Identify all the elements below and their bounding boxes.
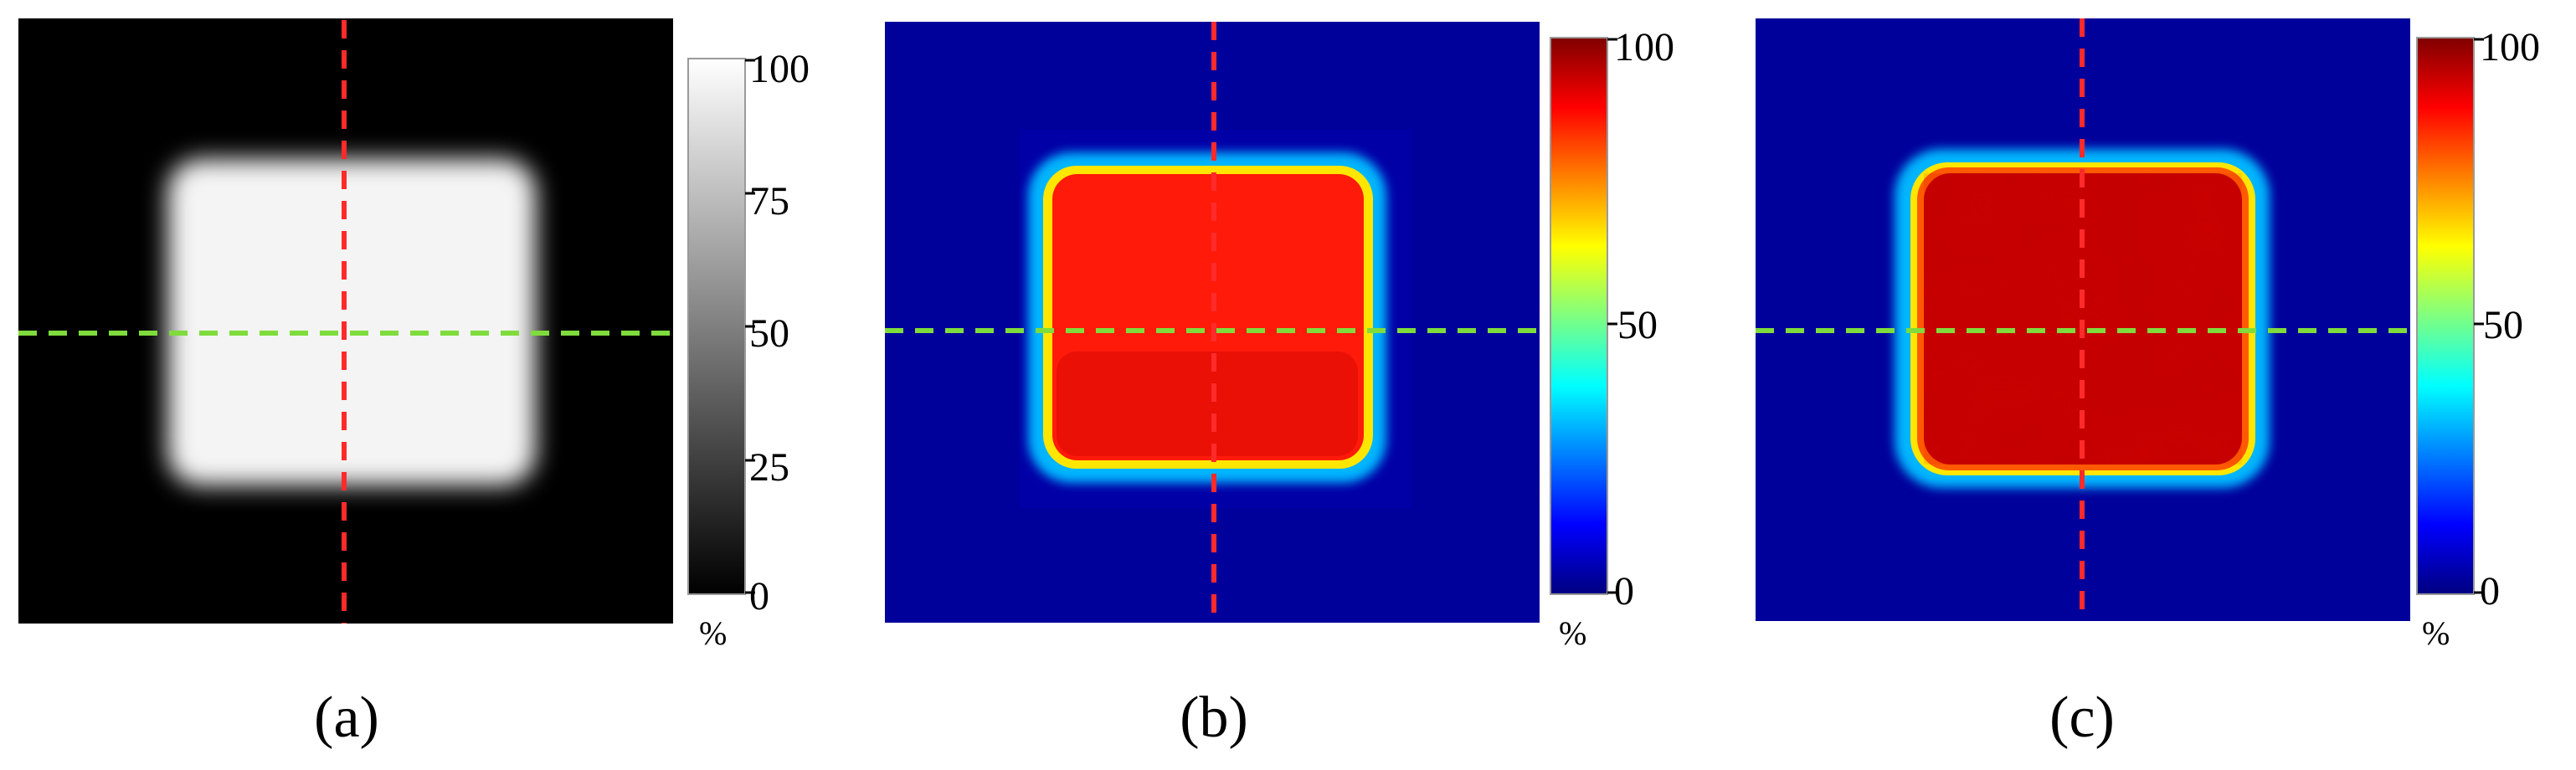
colorbar-c-label-50: 50 bbox=[2483, 303, 2523, 347]
panel-b: 100 50 0 % (b) bbox=[885, 22, 1674, 750]
colorbar-b-label-0: 0 bbox=[1614, 569, 1634, 613]
colorbar-a-label-100: 100 bbox=[749, 47, 810, 91]
panel-b-label: (b) bbox=[1180, 685, 1248, 750]
colorbar-c-unit: % bbox=[2422, 614, 2450, 652]
colorbar-b bbox=[1550, 37, 1608, 595]
heatmap-b-mottle bbox=[1057, 352, 1358, 456]
colorbar-a bbox=[687, 58, 746, 595]
panel-c: 100 50 0 % (c) bbox=[1756, 18, 2540, 750]
panel-a-label: (a) bbox=[314, 685, 379, 750]
panel-a: 100 75 50 25 0 % (a) bbox=[18, 18, 810, 750]
colorbar-b-label-50: 50 bbox=[1617, 303, 1658, 347]
colorbar-a-label-50: 50 bbox=[749, 311, 789, 356]
heatmap-a-square bbox=[167, 159, 536, 485]
heatmap-c-texture bbox=[1924, 173, 2242, 465]
colorbar-c-label-0: 0 bbox=[2480, 569, 2500, 613]
colorbar-b-label-100: 100 bbox=[1614, 25, 1674, 69]
panel-c-label: (c) bbox=[2049, 685, 2115, 750]
colorbar-a-unit: % bbox=[699, 614, 727, 652]
colorbar-b-unit: % bbox=[1559, 614, 1586, 652]
heatmap-b-square bbox=[1052, 174, 1364, 460]
colorbar-c-label-100: 100 bbox=[2480, 25, 2540, 69]
colorbar-a-label-75: 75 bbox=[749, 179, 789, 223]
colorbar-a-label-0: 0 bbox=[749, 574, 769, 619]
colorbar-a-label-25: 25 bbox=[749, 445, 789, 490]
colorbar-c bbox=[2416, 37, 2475, 595]
